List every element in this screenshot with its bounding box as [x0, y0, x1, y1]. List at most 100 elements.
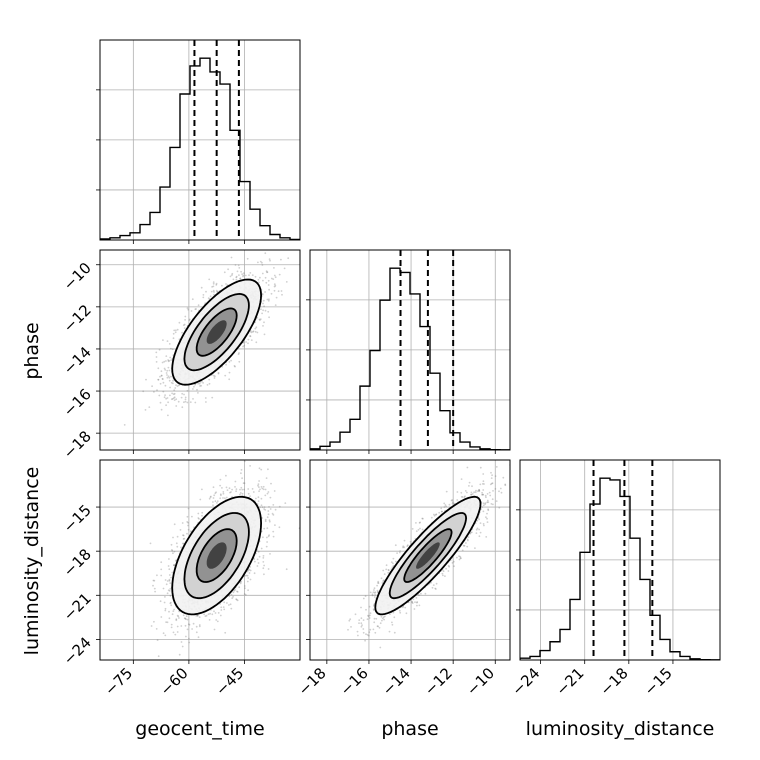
- scatter-point: [169, 386, 172, 389]
- scatter-point: [172, 337, 175, 340]
- scatter-point: [223, 601, 226, 604]
- scatter-point: [181, 392, 184, 395]
- scatter-point: [258, 281, 260, 284]
- scatter-point: [261, 506, 264, 509]
- scatter-point: [212, 281, 215, 283]
- scatter-point: [160, 370, 163, 373]
- scatter-point: [233, 589, 236, 592]
- scatter-point: [285, 568, 288, 571]
- scatter-point: [164, 634, 167, 637]
- scatter-point: [278, 273, 281, 276]
- scatter-point: [197, 517, 200, 519]
- scatter-point: [153, 391, 155, 393]
- scatter-point: [171, 348, 174, 351]
- scatter-point: [258, 467, 261, 470]
- scatter-point: [273, 283, 276, 286]
- y-tick-label: −18: [60, 427, 95, 462]
- scatter-point: [252, 330, 255, 333]
- scatter-point: [274, 284, 277, 287]
- scatter-point: [248, 568, 251, 571]
- scatter-point: [176, 614, 179, 617]
- scatter-point: [222, 497, 224, 499]
- scatter-point: [247, 492, 250, 495]
- scatter-point: [243, 482, 246, 485]
- scatter-point: [214, 500, 217, 503]
- scatter-point: [160, 374, 163, 377]
- scatter-point: [262, 567, 265, 570]
- scatter-point: [155, 361, 158, 363]
- scatter-point: [187, 528, 190, 531]
- scatter-point: [267, 299, 270, 302]
- scatter-point: [180, 546, 182, 549]
- scatter-point: [160, 574, 163, 577]
- scatter-point: [163, 360, 166, 363]
- scatter-point: [171, 613, 174, 616]
- scatter-point: [157, 378, 160, 381]
- scatter-point: [250, 339, 253, 341]
- scatter-point: [173, 550, 176, 553]
- scatter-point: [268, 316, 270, 319]
- scatter-point: [188, 623, 191, 626]
- scatter-point: [234, 365, 236, 368]
- scatter-point: [212, 504, 214, 507]
- scatter-point: [272, 278, 275, 280]
- y-tick-label: −12: [60, 301, 95, 336]
- scatter-point: [243, 460, 246, 463]
- scatter-point: [263, 564, 265, 567]
- scatter-point: [260, 486, 263, 488]
- scatter-point: [244, 274, 247, 277]
- scatter-point: [170, 359, 173, 362]
- scatter-point: [262, 279, 264, 282]
- scatter-point: [246, 257, 249, 260]
- scatter-point: [172, 379, 174, 382]
- scatter-point: [192, 398, 194, 400]
- scatter-point: [209, 612, 212, 615]
- scatter-point: [273, 285, 276, 288]
- scatter-point: [257, 484, 259, 487]
- scatter-point: [163, 601, 166, 604]
- scatter-point: [170, 604, 173, 607]
- scatter-point: [211, 396, 214, 399]
- scatter-point: [185, 615, 188, 618]
- scatter-point: [164, 609, 167, 612]
- scatter-point: [186, 307, 189, 309]
- scatter-point: [123, 424, 126, 426]
- scatter-point: [170, 375, 172, 378]
- scatter-point: [170, 398, 173, 401]
- scatter-point: [240, 270, 243, 273]
- scatter-point: [242, 482, 245, 484]
- scatter-point: [233, 365, 236, 367]
- scatter-point: [216, 500, 219, 503]
- density-contour: [206, 320, 227, 344]
- scatter-point: [166, 374, 168, 376]
- scatter-point: [213, 494, 216, 497]
- scatter-point: [259, 260, 262, 263]
- scatter-point: [175, 618, 178, 621]
- scatter-point: [260, 504, 263, 507]
- scatter-point: [198, 382, 201, 385]
- scatter-point: [229, 603, 232, 606]
- scatter-point: [278, 526, 281, 529]
- scatter-point: [249, 569, 252, 572]
- scatter-point: [186, 401, 189, 404]
- scatter-point: [254, 330, 257, 333]
- scatter-point: [264, 494, 267, 497]
- scatter-point: [186, 521, 189, 523]
- scatter-point: [242, 274, 245, 277]
- scatter-point: [187, 623, 190, 626]
- scatter-point: [216, 291, 219, 293]
- scatter-point: [197, 382, 200, 385]
- scatter-point: [173, 329, 176, 332]
- scatter-point: [173, 564, 176, 567]
- scatter-point: [278, 505, 281, 508]
- scatter-point: [240, 580, 243, 583]
- scatter-point: [269, 259, 271, 262]
- scatter-point: [248, 572, 251, 574]
- scatter-point: [171, 398, 174, 400]
- scatter-point: [175, 405, 178, 407]
- scatter-point: [217, 371, 220, 374]
- scatter-point: [249, 330, 252, 333]
- scatter-point: [264, 488, 267, 491]
- scatter-point: [272, 514, 275, 516]
- scatter-point: [179, 529, 182, 531]
